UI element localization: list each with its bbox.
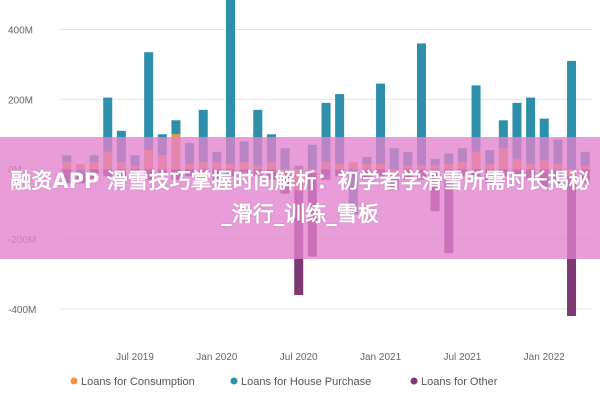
- bar-segment: [471, 85, 481, 152]
- x-tick-label: Jul 2020: [280, 352, 318, 363]
- bar-segment: [226, 0, 236, 165]
- bar-segment: [321, 102, 331, 163]
- bar-segment: [526, 97, 536, 165]
- legend-label: Loans for Other: [421, 376, 498, 388]
- bar-segment: [498, 120, 508, 149]
- bar-segment: [376, 83, 386, 165]
- legend-label: Loans for House Purchase: [241, 376, 371, 388]
- bar-segment: [171, 120, 181, 135]
- banner-title: 融资APP 滑雪技巧掌握时间解析：初学者学滑雪所需时长揭秘_滑行_训练_雪板: [10, 169, 590, 226]
- x-tick-label: Jul 2019: [116, 352, 154, 363]
- title-banner: 融资APP 滑雪技巧掌握时间解析：初学者学滑雪所需时长揭秘_滑行_训练_雪板: [0, 137, 600, 259]
- x-tick-label: Jul 2021: [444, 352, 482, 363]
- x-axis-ticks: Jul 2019 Jan 2020 Jul 2020 Jan 2021 Jul 2021…: [116, 352, 565, 363]
- legend-marker: [410, 377, 418, 385]
- bar-segment: [416, 43, 426, 166]
- x-tick-label: Jan 2022: [524, 352, 566, 363]
- x-tick-label: Jan 2021: [360, 352, 402, 363]
- bar-segment: [335, 94, 345, 165]
- bar-segment: [198, 109, 208, 163]
- legend-marker: [70, 377, 78, 385]
- x-tick-label: Jan 2020: [196, 352, 238, 363]
- bar-segment: [144, 52, 154, 151]
- bar-segment: [103, 97, 113, 152]
- legend-marker: [230, 377, 238, 385]
- y-tick-label: 200M: [8, 95, 33, 106]
- y-tick-label: -400M: [8, 305, 36, 316]
- bar-segment: [567, 60, 577, 170]
- legend-label: Loans for Consumption: [81, 376, 195, 388]
- bar-segment: [512, 102, 522, 159]
- legend: Loans for Consumption Loans for House Pur…: [70, 376, 498, 388]
- y-tick-label: 400M: [8, 25, 33, 36]
